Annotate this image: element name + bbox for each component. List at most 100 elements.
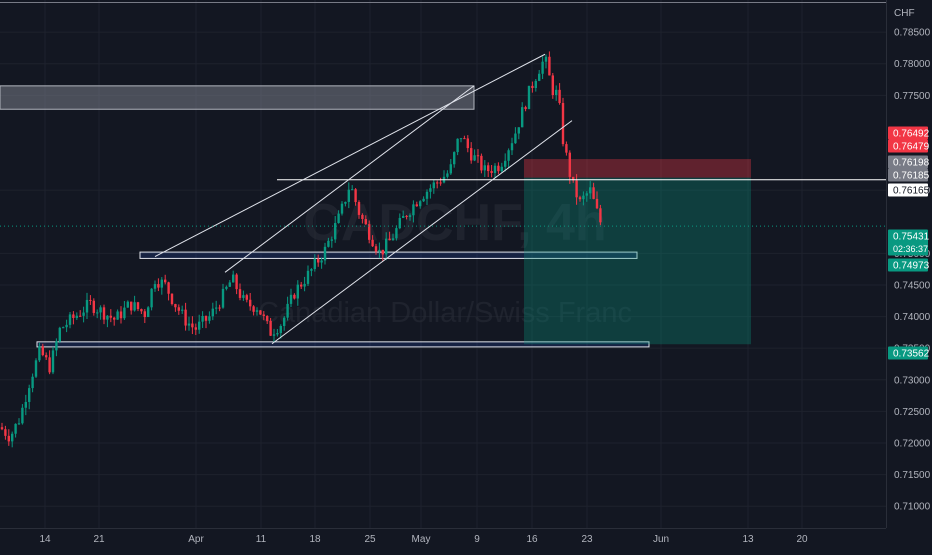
candle-body <box>266 315 269 321</box>
zone-rectangle[interactable] <box>36 341 650 348</box>
candle-body <box>7 435 10 442</box>
candle-body <box>79 315 82 317</box>
candle-body <box>483 165 486 171</box>
candle-body <box>500 166 503 172</box>
candle-body <box>303 283 306 287</box>
candle-body <box>276 333 279 335</box>
candle-body <box>38 346 41 361</box>
candle-body <box>4 429 7 436</box>
candle-body <box>405 215 408 217</box>
candle-body <box>402 215 405 218</box>
candle-body <box>388 238 391 241</box>
candle-body <box>283 317 286 326</box>
candle-body <box>133 302 136 311</box>
candle-body <box>140 309 143 312</box>
price-tag-label: 0.73562 <box>893 349 930 360</box>
x-tick-label: 21 <box>93 534 105 545</box>
candle-body <box>21 407 24 424</box>
x-tick-label: 14 <box>39 534 51 545</box>
watermark-symbol: CADCHF, 4h <box>303 194 606 252</box>
short-position-tool[interactable] <box>524 159 751 345</box>
candle-body <box>381 249 384 255</box>
y-tick-label: 0.72000 <box>894 438 931 449</box>
candle-body <box>432 182 435 189</box>
candle-body <box>524 107 527 110</box>
candle-body <box>58 327 61 342</box>
y-tick-label: 0.77500 <box>894 91 931 102</box>
price-tag-box <box>888 346 928 360</box>
candle-body <box>340 203 344 214</box>
candle-body <box>55 341 58 351</box>
y-tick-label: 0.78500 <box>894 28 931 39</box>
x-tick-label: 9 <box>474 534 480 545</box>
candle-body <box>466 138 469 149</box>
x-tick-label: 25 <box>364 534 376 545</box>
candle-body <box>116 311 119 320</box>
candle-body <box>395 228 398 239</box>
trend-line[interactable] <box>224 85 475 273</box>
price-tag-box <box>888 229 928 256</box>
candle-body <box>347 189 350 202</box>
candle-body <box>92 300 95 313</box>
candle-body <box>24 401 27 408</box>
countdown-label: 02:36:37 <box>893 244 928 254</box>
take-profit-zone[interactable] <box>524 177 751 345</box>
stop-loss-zone[interactable] <box>524 159 751 178</box>
candle-body <box>551 75 554 96</box>
candle-body <box>337 213 340 224</box>
time-axis[interactable]: 14 21 Apr 11 18 25 May 9 16 23 Jun 13 20 <box>39 534 808 545</box>
x-tick-label: Apr <box>188 534 204 545</box>
candle-body <box>11 433 14 442</box>
y-tick-label: 0.73000 <box>894 375 931 386</box>
candle-body <box>228 282 231 287</box>
trend-line[interactable] <box>154 53 546 257</box>
candle-body <box>412 204 415 216</box>
candle-body <box>286 303 289 318</box>
price-tag-label: 0.76185 <box>893 171 930 182</box>
candle-body <box>68 314 72 325</box>
price-tag-label: 0.76492 <box>893 129 930 140</box>
candle-body <box>259 310 262 315</box>
candle-body <box>82 312 85 316</box>
candle-body <box>548 56 551 76</box>
candle-body <box>578 197 582 200</box>
zone-rectangle[interactable] <box>139 251 638 259</box>
candle-body <box>327 240 330 247</box>
x-tick-label: 16 <box>526 534 538 545</box>
candle-body <box>330 239 333 241</box>
candle-body <box>211 308 214 317</box>
watermark-name: Canadian Dollar/Swiss Franc <box>258 297 632 329</box>
trend-line[interactable] <box>271 120 573 345</box>
candle-body <box>517 127 520 134</box>
candle-body <box>34 360 38 377</box>
candle-body <box>357 202 361 215</box>
candle-body <box>96 312 99 314</box>
candle-body <box>106 315 109 320</box>
candle-body <box>555 89 558 96</box>
candle-body <box>0 427 4 430</box>
candle-body <box>119 311 123 319</box>
price-tag-label: 0.76198 <box>893 158 930 169</box>
candle-body <box>232 274 235 283</box>
candle-body <box>28 388 31 402</box>
candle-body <box>354 189 357 203</box>
price-tag-label: 0.75431 <box>893 232 930 243</box>
price-tag-box <box>888 183 928 197</box>
candle-body <box>31 376 34 389</box>
candle-body <box>174 304 177 308</box>
zone-rectangle[interactable] <box>0 85 475 110</box>
candle-body <box>436 182 439 184</box>
candle-body <box>269 320 272 336</box>
candle-body <box>109 315 112 318</box>
candle-body <box>272 334 276 336</box>
candle-body <box>147 307 150 318</box>
price-tag-box <box>888 168 928 182</box>
candle-body <box>48 357 51 373</box>
drawings-layer[interactable] <box>0 53 886 345</box>
candle-body <box>480 155 483 171</box>
candle-body <box>300 284 303 287</box>
candle-body <box>289 294 293 304</box>
candle-body <box>507 150 510 161</box>
